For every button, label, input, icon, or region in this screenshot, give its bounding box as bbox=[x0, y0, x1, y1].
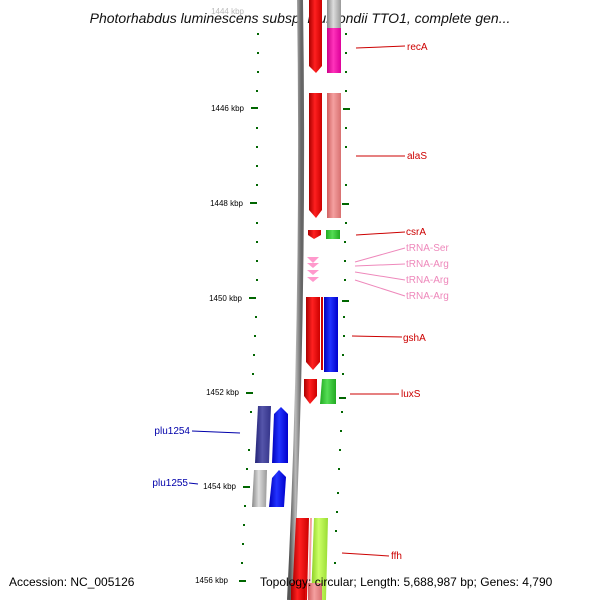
gene-plu1254-navy bbox=[255, 406, 271, 463]
tick-labels: 1444 kbp 1446 kbp 1448 kbp 1450 kbp 1452… bbox=[195, 7, 244, 585]
gene-ffh-pink bbox=[308, 518, 312, 600]
tick-right-3 bbox=[342, 300, 349, 302]
gene-alaS-arrow bbox=[309, 93, 322, 218]
leader-plu1255 bbox=[188, 482, 199, 485]
trna-arg-mark-2 bbox=[307, 270, 319, 275]
gene-gshA-red-right bbox=[321, 297, 323, 370]
gene-label-trna-arg-2: tRNA-Arg bbox=[406, 275, 449, 286]
accession-value: NC_005126 bbox=[70, 575, 135, 589]
topology-label: Topology: bbox=[260, 575, 312, 589]
gene-labels: recA alaS csrA tRNA-Ser tRNA-Arg tRNA-Ar… bbox=[152, 42, 449, 562]
gene-top-red bbox=[309, 0, 322, 28]
gene-gshA-arrow bbox=[306, 297, 320, 370]
gene-bottom-pink bbox=[308, 583, 322, 600]
tick-right-2 bbox=[342, 203, 349, 205]
footer-stats: Topology: circular; Length: 5,688,987 bp… bbox=[260, 575, 553, 589]
tick-1454 bbox=[243, 486, 250, 488]
tick-label-1456: 1456 kbp bbox=[195, 576, 228, 585]
gene-ffh-lime bbox=[311, 518, 328, 600]
gene-csrA-block bbox=[326, 230, 340, 239]
gene-label-plu1254: plu1254 bbox=[154, 426, 190, 437]
tick-1446 bbox=[251, 107, 258, 109]
gene-csrA-arrow bbox=[308, 230, 321, 239]
tick-label-1444: 1444 kbp bbox=[211, 7, 244, 16]
leader-recA bbox=[355, 45, 406, 49]
leader-gshA bbox=[351, 335, 403, 338]
gene-luxS-green bbox=[320, 379, 336, 404]
genes-value: 4,790 bbox=[522, 575, 553, 589]
tick-label-1454: 1454 kbp bbox=[203, 482, 236, 491]
trna-arg-mark-3 bbox=[307, 277, 319, 282]
genome-backbone bbox=[287, 0, 305, 600]
tick-1456 bbox=[239, 580, 246, 582]
leader-trna-arg-2 bbox=[354, 271, 406, 281]
gene-top-gray bbox=[327, 0, 341, 28]
tick-right-1 bbox=[343, 108, 350, 110]
trna-arg-mark-1 bbox=[307, 263, 319, 268]
gene-label-recA: recA bbox=[407, 42, 428, 53]
gene-bottom-red bbox=[291, 583, 305, 600]
gene-label-trna-arg-1: tRNA-Arg bbox=[406, 259, 449, 270]
trna-ser-mark bbox=[307, 257, 319, 263]
gene-recA-arrow bbox=[309, 28, 322, 73]
gene-label-plu1255: plu1255 bbox=[152, 478, 188, 489]
gene-luxS-arrow bbox=[304, 379, 317, 404]
tick-right-4 bbox=[339, 397, 346, 399]
tick-1452 bbox=[246, 392, 253, 394]
tick-label-1448: 1448 kbp bbox=[210, 199, 243, 208]
topology-value: circular bbox=[314, 575, 354, 589]
tick-1450 bbox=[249, 297, 256, 299]
leader-ffh bbox=[341, 552, 390, 557]
gene-label-trna-arg-3: tRNA-Arg bbox=[406, 291, 449, 302]
scale-ticks bbox=[239, 107, 350, 582]
gene-features bbox=[252, 0, 341, 600]
gene-label-gshA: gshA bbox=[403, 333, 426, 344]
leader-trna-ser bbox=[354, 247, 406, 263]
leader-trna-arg-1 bbox=[354, 263, 406, 267]
leader-plu1254 bbox=[191, 430, 241, 434]
gene-recA-block bbox=[327, 28, 341, 73]
gene-label-alaS: alaS bbox=[407, 151, 427, 162]
genes-label: Genes: bbox=[480, 575, 519, 589]
gene-label-csrA: csrA bbox=[406, 227, 426, 238]
tick-1448 bbox=[250, 202, 257, 204]
gene-plu1255-blue bbox=[269, 470, 286, 507]
gene-label-ffh: ffh bbox=[391, 551, 402, 562]
leader-csrA bbox=[355, 231, 406, 236]
tick-label-1452: 1452 kbp bbox=[206, 388, 239, 397]
tick-label-1446: 1446 kbp bbox=[211, 104, 244, 113]
gene-ffh-red bbox=[292, 518, 309, 600]
track-dots bbox=[241, 33, 347, 564]
footer-accession: Accession: NC_005126 bbox=[9, 575, 134, 589]
label-leaders bbox=[188, 45, 406, 557]
gene-label-luxS: luxS bbox=[401, 389, 421, 400]
length-label: Length: bbox=[360, 575, 401, 589]
gene-plu1255-gray bbox=[252, 470, 267, 507]
gene-label-trna-ser: tRNA-Ser bbox=[406, 243, 449, 254]
gene-alaS-block bbox=[327, 93, 341, 218]
tick-label-1450: 1450 kbp bbox=[209, 294, 242, 303]
gene-plu1254-blue bbox=[272, 407, 288, 463]
length-value: 5,688,987 bp bbox=[403, 575, 474, 589]
leader-trna-arg-3 bbox=[354, 279, 406, 297]
gene-gshA-blue bbox=[324, 297, 338, 372]
accession-label: Accession: bbox=[9, 575, 68, 589]
